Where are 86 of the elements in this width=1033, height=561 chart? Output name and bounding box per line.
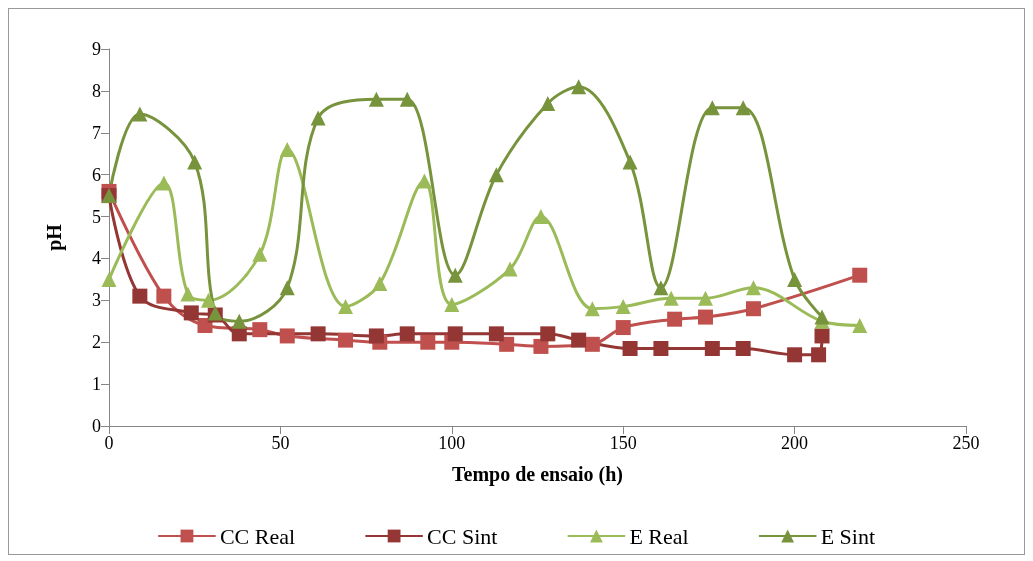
point bbox=[200, 292, 216, 308]
point bbox=[653, 280, 669, 296]
legend-label: E Sint bbox=[820, 523, 876, 549]
x-tick-label: 50 bbox=[271, 433, 290, 453]
y-tick-label: 0 bbox=[92, 416, 101, 436]
point bbox=[622, 341, 638, 357]
point bbox=[735, 100, 751, 116]
point bbox=[502, 261, 518, 277]
point bbox=[735, 341, 751, 357]
point bbox=[615, 320, 631, 336]
point bbox=[704, 100, 720, 116]
y-tick-label: 1 bbox=[92, 374, 101, 395]
point bbox=[252, 246, 268, 262]
point bbox=[540, 326, 556, 342]
point bbox=[368, 328, 384, 344]
point bbox=[338, 299, 354, 315]
point bbox=[447, 326, 463, 342]
point bbox=[420, 334, 436, 350]
point bbox=[338, 332, 354, 348]
point bbox=[697, 290, 713, 306]
point bbox=[187, 154, 203, 170]
y-tick-label: 3 bbox=[92, 290, 101, 311]
point bbox=[667, 311, 683, 327]
point bbox=[488, 167, 504, 183]
point bbox=[745, 280, 761, 296]
point bbox=[745, 301, 761, 317]
point bbox=[101, 271, 117, 287]
point bbox=[584, 301, 600, 317]
point bbox=[697, 309, 713, 325]
point bbox=[399, 326, 415, 342]
x-tick-label: 100 bbox=[438, 433, 466, 453]
point bbox=[571, 332, 587, 348]
point bbox=[584, 336, 600, 352]
point bbox=[310, 110, 326, 126]
point bbox=[571, 79, 587, 95]
legend-label: E Real bbox=[629, 523, 689, 549]
point bbox=[533, 338, 549, 354]
y-tick-label: 6 bbox=[92, 164, 101, 185]
point bbox=[488, 326, 504, 342]
point bbox=[811, 347, 827, 363]
point bbox=[180, 286, 196, 302]
point bbox=[132, 106, 148, 122]
point bbox=[399, 91, 415, 107]
y-tick-label: 8 bbox=[92, 80, 101, 101]
y-axis-title: pH bbox=[43, 223, 66, 251]
point bbox=[197, 317, 213, 333]
point bbox=[416, 173, 432, 189]
point bbox=[533, 209, 549, 225]
point bbox=[368, 91, 384, 107]
point bbox=[615, 299, 631, 315]
point bbox=[310, 326, 326, 342]
point bbox=[279, 142, 295, 158]
point bbox=[704, 341, 720, 357]
legend-label: CC Sint bbox=[427, 523, 498, 549]
point bbox=[444, 297, 460, 313]
point bbox=[156, 175, 172, 191]
point bbox=[156, 288, 172, 304]
point bbox=[814, 309, 830, 325]
point bbox=[787, 271, 803, 287]
point bbox=[814, 328, 830, 344]
point bbox=[852, 267, 868, 283]
y-tick-label: 2 bbox=[92, 332, 101, 353]
point bbox=[447, 267, 463, 283]
point bbox=[852, 317, 868, 333]
point bbox=[372, 276, 388, 292]
point bbox=[279, 328, 295, 344]
y-tick-label: 4 bbox=[92, 248, 101, 269]
point bbox=[540, 95, 556, 111]
y-tick-label: 7 bbox=[92, 122, 101, 143]
point bbox=[653, 341, 669, 357]
y-tick-label: 5 bbox=[92, 206, 101, 227]
x-tick-label: 200 bbox=[781, 433, 809, 453]
point bbox=[622, 154, 638, 170]
point bbox=[231, 313, 247, 329]
x-tick-label: 250 bbox=[952, 433, 980, 453]
point bbox=[499, 336, 515, 352]
x-tick-label: 150 bbox=[609, 433, 637, 453]
legend-label: CC Real bbox=[219, 523, 296, 549]
point bbox=[252, 322, 268, 338]
y-tick-label: 9 bbox=[92, 39, 101, 59]
point bbox=[787, 347, 803, 363]
point bbox=[279, 280, 295, 296]
point bbox=[132, 288, 148, 304]
x-axis-title: Tempo de ensaio (h) bbox=[452, 463, 623, 486]
point bbox=[183, 305, 199, 321]
point bbox=[663, 290, 679, 306]
